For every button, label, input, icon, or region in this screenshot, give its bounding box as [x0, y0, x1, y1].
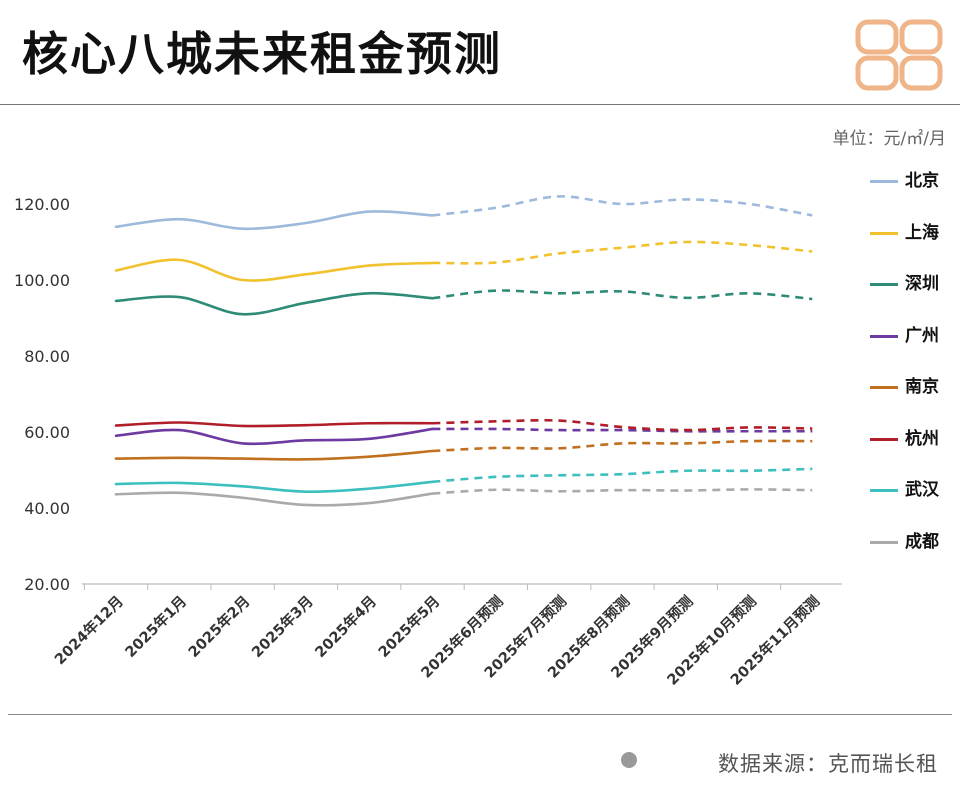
legend-swatch: [870, 334, 898, 338]
legend-label: 杭州: [905, 428, 939, 449]
x-tick-label: 2025年2月: [185, 592, 254, 661]
series-line-forecast: [432, 289, 813, 301]
chart-legend: 北京上海深圳广州南京杭州武汉成都: [870, 170, 960, 582]
legend-swatch: [870, 437, 898, 441]
data-source: 数据来源：克而瑞长租: [718, 752, 938, 776]
series-line-actual: [114, 421, 434, 428]
legend-item: 成都: [870, 531, 960, 583]
legend-swatch: [870, 283, 898, 286]
legend-label: 广州: [905, 325, 939, 346]
source-bullet-icon: [621, 752, 637, 768]
series-line-forecast: [432, 195, 813, 217]
series-line-forecast: [432, 488, 813, 495]
legend-item: 南京: [870, 376, 960, 428]
x-tick-label: 2025年5月: [374, 592, 443, 661]
legend-label: 上海: [905, 222, 939, 243]
unit-label: 单位：元/㎡/月: [832, 129, 946, 149]
legend-item: 杭州: [870, 428, 960, 480]
series-line-actual: [114, 427, 434, 446]
legend-item: 深圳: [870, 273, 960, 325]
series-line-actual: [114, 491, 434, 507]
series-line-forecast: [432, 240, 813, 265]
legend-swatch: [870, 180, 898, 183]
y-tick-label: 20.00: [24, 575, 70, 594]
footer-divider: [8, 714, 952, 715]
series-line-actual: [114, 291, 434, 316]
legend-item: 北京: [870, 170, 960, 222]
y-tick-label: 40.00: [24, 499, 70, 518]
legend-item: 上海: [870, 222, 960, 274]
legend-label: 武汉: [905, 480, 939, 500]
x-tick-label: 2024年12月: [51, 592, 127, 668]
brand-logo-icon: [855, 19, 943, 91]
y-tick-label: 80.00: [24, 347, 70, 366]
legend-label: 北京: [905, 171, 939, 191]
legend-swatch: [870, 540, 898, 544]
legend-label: 成都: [905, 531, 939, 552]
y-tick-label: 120.00: [14, 195, 70, 214]
y-tick-label: 60.00: [24, 423, 70, 442]
series-line-forecast: [432, 439, 813, 453]
series-line-actual: [114, 210, 434, 231]
x-tick-label: 2025年4月: [311, 592, 380, 661]
series-line-actual: [114, 480, 434, 494]
series-line-forecast: [432, 467, 813, 484]
series-line-forecast: [432, 418, 813, 432]
y-tick-label: 100.00: [14, 271, 70, 290]
legend-swatch: [870, 386, 898, 389]
legend-swatch: [870, 231, 898, 235]
header-divider: [0, 104, 960, 105]
series-line-forecast: [432, 427, 813, 433]
series-line-actual: [114, 258, 434, 282]
x-tick-label: 2025年3月: [248, 592, 317, 661]
legend-item: 广州: [870, 325, 960, 377]
legend-label: 深圳: [905, 274, 939, 294]
legend-item: 武汉: [870, 479, 960, 531]
legend-swatch: [870, 489, 898, 492]
page-title: 核心八城未来租金预测: [22, 27, 502, 81]
series-line-actual: [114, 449, 434, 461]
legend-label: 南京: [905, 377, 939, 397]
x-tick-label: 2025年1月: [121, 592, 190, 661]
